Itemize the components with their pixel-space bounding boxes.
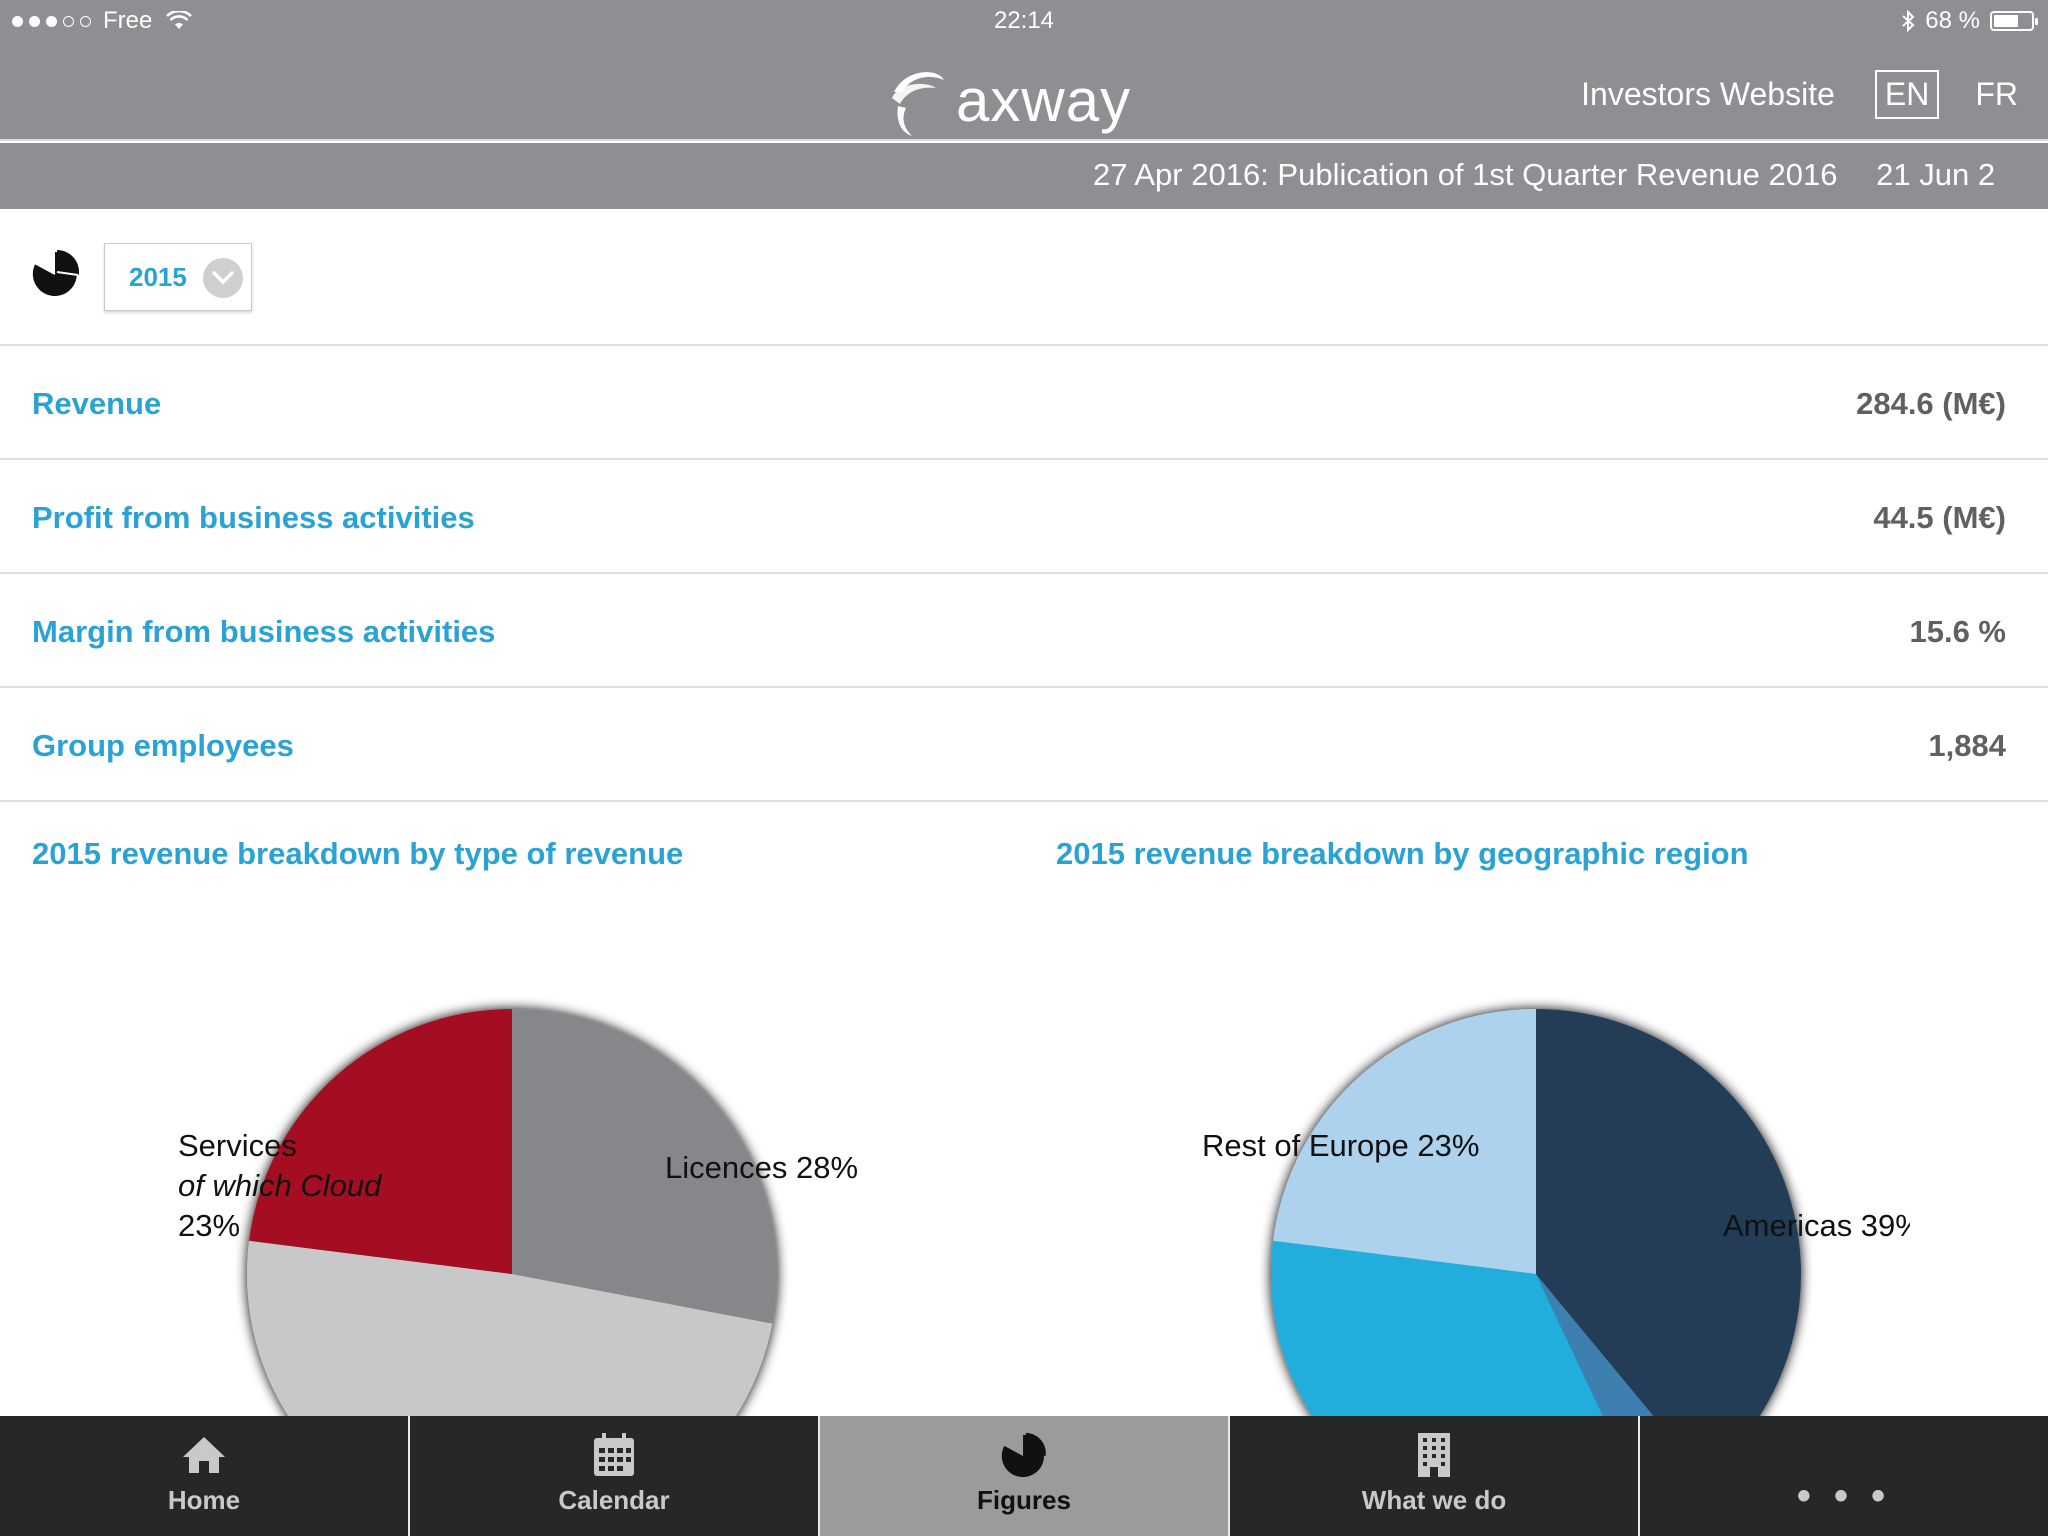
axway-swirl-icon	[892, 72, 944, 136]
metric-row-revenue: Revenue 284.6 (M€)	[0, 346, 2048, 460]
pie-chart-revenue-type: Licences 28% Services of which Cloud 23%	[178, 1009, 858, 1420]
bluetooth-icon	[1902, 10, 1915, 32]
chart-title-revenue-type: 2015 revenue breakdown by type of revenu…	[32, 836, 684, 871]
pie-slice	[1536, 1274, 1657, 1420]
home-icon	[180, 1431, 228, 1479]
battery-percent: 68 %	[1925, 7, 1980, 34]
wifi-icon	[166, 11, 193, 29]
battery-icon	[1990, 11, 2038, 31]
ticker-item[interactable]: 21 Jun 2	[1876, 157, 1996, 192]
carrier-name: Free	[103, 7, 153, 34]
pie-slice	[249, 1009, 512, 1274]
ticker-item[interactable]: 27 Apr 2016: Publication of 1st Quarter …	[1093, 157, 1838, 192]
tab-home[interactable]: Home	[0, 1416, 410, 1536]
slice-label-services-pct: 23%	[178, 1208, 240, 1243]
logo-text: axway	[956, 66, 1132, 134]
pie-slice	[1273, 1009, 1536, 1274]
clock: 22:14	[993, 7, 1055, 34]
metric-label: Revenue	[32, 386, 162, 421]
metric-row-profit: Profit from business activities 44.5 (M€…	[0, 460, 2048, 574]
signal-dot-empty-icon	[80, 15, 91, 27]
signal-dot-icon	[12, 15, 23, 27]
chevron-down-icon	[203, 258, 243, 298]
signal-carrier: Free	[12, 7, 193, 35]
signal-dot-icon	[46, 15, 57, 27]
chart-title-geographic: 2015 revenue breakdown by geographic reg…	[1056, 836, 1749, 871]
tab-label: Home	[167, 1485, 241, 1515]
slice-label-americas: Americas 39%	[1723, 1208, 1910, 1243]
tab-label: Calendar	[558, 1485, 670, 1515]
slice-label-cloud: of which Cloud	[178, 1168, 383, 1203]
signal-dot-icon	[29, 15, 40, 27]
investors-website-link[interactable]: Investors Website	[1581, 76, 1835, 112]
pie-slice	[1536, 1009, 1801, 1420]
building-icon	[1410, 1431, 1458, 1479]
tab-calendar[interactable]: Calendar	[410, 1416, 820, 1536]
pie-slice	[1271, 1240, 1605, 1420]
pie-chart-geographic: Americas 39% Rest of Europe 23%	[1202, 1009, 1910, 1420]
tab-what-we-do[interactable]: What we do	[1230, 1416, 1640, 1536]
pie-slice	[247, 1240, 773, 1420]
key-figures-list: Revenue 284.6 (M€) Profit from business …	[0, 346, 2048, 802]
metric-label: Group employees	[32, 728, 294, 763]
year-value: 2015	[129, 261, 187, 292]
tab-figures[interactable]: Figures	[820, 1416, 1230, 1536]
slice-label-licences: Licences 28%	[665, 1150, 858, 1185]
metric-value: 284.6 (M€)	[1856, 386, 2006, 421]
app-header: axway Investors Website EN FR	[0, 42, 2048, 141]
pie-chart-icon[interactable]	[30, 249, 80, 299]
metric-label: Profit from business activities	[32, 500, 475, 535]
slice-label-rest-of-europe: Rest of Europe 23%	[1202, 1128, 1479, 1163]
slice-label-services: Services	[178, 1128, 297, 1163]
tab-more[interactable]: • • •	[1640, 1416, 2048, 1536]
status-right: 68 %	[1901, 7, 2038, 35]
battery-level	[1994, 15, 2019, 27]
calendar-icon	[590, 1431, 638, 1479]
pie-chart-icon	[1000, 1431, 1048, 1479]
signal-dot-empty-icon	[63, 15, 74, 27]
metric-value: 15.6 %	[1909, 614, 2006, 649]
bottom-tab-bar: Home Calendar Figures	[0, 1416, 2048, 1536]
axway-logo[interactable]: axway	[886, 62, 1131, 138]
ticker-content: 27 Apr 2016: Publication of 1st Quarter …	[1093, 157, 1995, 193]
metric-value: 1,884	[1928, 728, 2006, 763]
metric-row-margin: Margin from business activities 15.6 %	[0, 574, 2048, 688]
metric-row-employees: Group employees 1,884	[0, 688, 2048, 802]
more-icon: • • •	[1796, 1474, 1892, 1518]
language-en-button[interactable]: EN	[1874, 70, 1940, 119]
year-dropdown[interactable]: 2015	[104, 243, 252, 311]
tab-label: What we do	[1361, 1485, 1507, 1515]
language-fr-button[interactable]: FR	[1975, 76, 2018, 112]
figures-toolbar: 2015	[0, 209, 2048, 346]
tab-label: Figures	[977, 1485, 1071, 1515]
metric-value: 44.5 (M€)	[1873, 500, 2006, 535]
status-bar: Free 22:14 68 %	[0, 0, 2048, 42]
news-ticker[interactable]: 27 Apr 2016: Publication of 1st Quarter …	[0, 143, 2048, 209]
pie-slice	[512, 1009, 777, 1324]
header-links: Investors Website EN FR	[1581, 70, 2018, 119]
metric-label: Margin from business activities	[32, 614, 496, 649]
